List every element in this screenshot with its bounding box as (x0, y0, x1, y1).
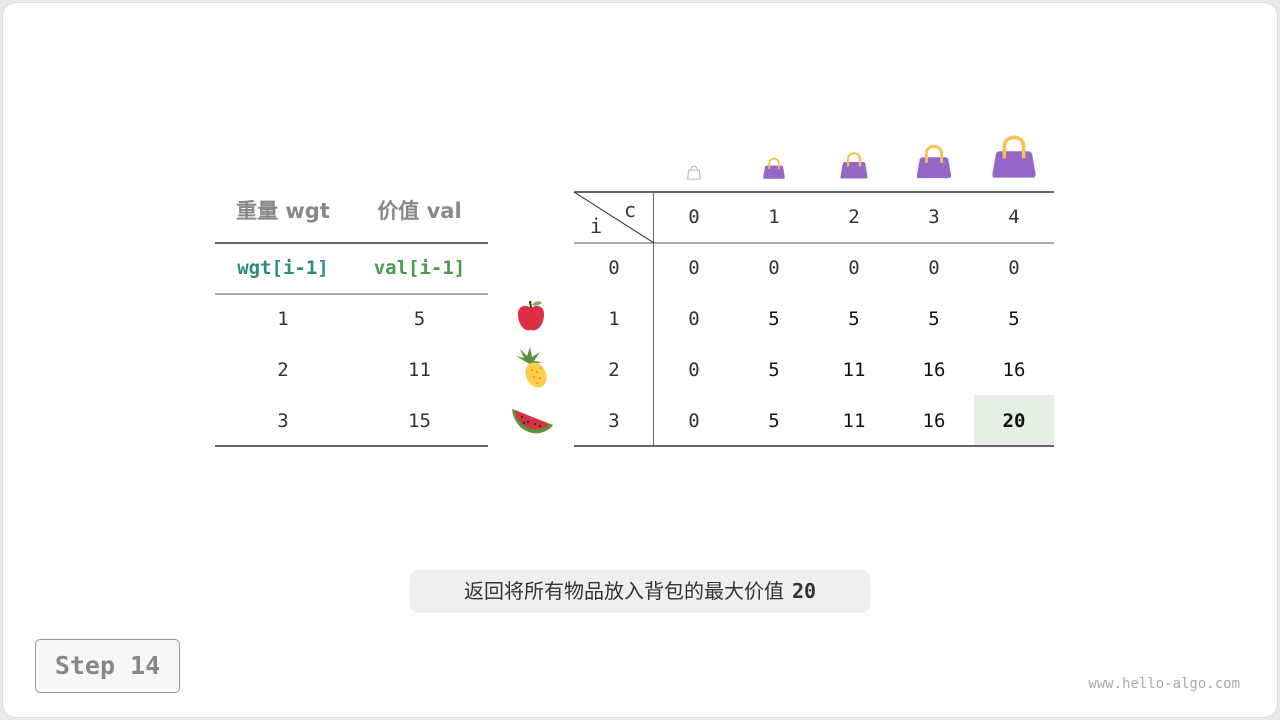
dp-cell: 5 (768, 359, 780, 381)
step-indicator[interactable]: Step 14 (35, 639, 180, 693)
caption-text: 返回将所有物品放入背包的最大价值 (463, 579, 784, 603)
dp-cell: 5 (1008, 308, 1020, 330)
dp-cell: 0 (688, 410, 700, 432)
divider (215, 445, 488, 447)
dp-cell: 11 (842, 359, 866, 381)
dp-cell: 0 (1008, 257, 1020, 279)
bag-icon (916, 144, 952, 179)
caption: 返回将所有物品放入背包的最大价值 20 (410, 570, 870, 613)
pineapple-icon (516, 347, 547, 388)
divider (574, 445, 1054, 447)
dp-cell: 0 (688, 359, 700, 381)
dp-cell: 20 (1002, 410, 1026, 432)
item-weight: 3 (277, 410, 289, 432)
dp-cell: 0 (848, 257, 860, 279)
col-header: 4 (1008, 206, 1020, 228)
bag-empty-icon (687, 165, 701, 180)
col-header: 1 (768, 206, 780, 228)
caption-value: 20 (791, 579, 817, 603)
dp-cell: 5 (768, 410, 780, 432)
highlight-cell (974, 395, 1054, 446)
dp-cell: 0 (688, 308, 700, 330)
bag-icon (840, 152, 868, 179)
divider (653, 192, 654, 446)
subheader-val: val[i-1] (373, 257, 466, 279)
dp-cell: 0 (688, 257, 700, 279)
dp-cell: 16 (922, 410, 946, 432)
col-header: 0 (688, 206, 700, 228)
dp-cell: 0 (768, 257, 780, 279)
dp-cell: 5 (848, 308, 860, 330)
row-header: 2 (608, 359, 620, 381)
item-value: 5 (413, 308, 426, 330)
divider (215, 242, 488, 244)
dp-cell: 5 (768, 308, 780, 330)
item-value: 15 (408, 410, 431, 432)
col-header: 2 (848, 206, 860, 228)
dp-cell: 16 (1002, 359, 1026, 381)
corner-col-label: c (624, 198, 637, 222)
bag-icon (763, 157, 785, 179)
divider (215, 293, 488, 295)
row-header: 0 (608, 257, 620, 279)
watermark: www.hello-algo.com (1088, 676, 1240, 692)
dp-cell: 0 (928, 257, 940, 279)
watermelon-icon (512, 409, 553, 434)
header-value: 价值 val (377, 199, 462, 223)
row-header: 3 (608, 410, 620, 432)
bag-icon (992, 135, 1036, 178)
corner-diagonal (574, 192, 654, 243)
col-header: 3 (928, 206, 940, 228)
item-weight: 2 (277, 359, 289, 381)
dp-cell: 11 (842, 410, 866, 432)
subheader-wgt: wgt[i-1] (237, 257, 329, 279)
apple-icon (517, 300, 545, 331)
item-value: 11 (408, 359, 431, 381)
divider (574, 191, 1054, 193)
header-weight: 重量 wgt (236, 199, 330, 223)
dp-cell: 5 (928, 308, 940, 330)
corner-row-label: i (590, 214, 603, 238)
divider (574, 242, 1054, 244)
row-header: 1 (608, 308, 620, 330)
dp-cell: 16 (922, 359, 946, 381)
item-weight: 1 (277, 308, 289, 330)
